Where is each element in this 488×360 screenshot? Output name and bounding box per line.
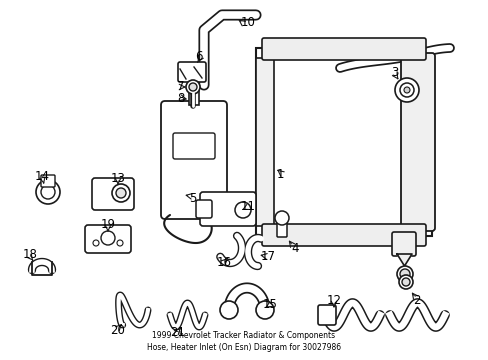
Circle shape (36, 180, 60, 204)
FancyBboxPatch shape (317, 305, 335, 325)
FancyBboxPatch shape (173, 133, 215, 159)
Text: 1999 Chevrolet Tracker Radiator & Components
Hose, Heater Inlet (On Esn) Diagram: 1999 Chevrolet Tracker Radiator & Compon… (146, 330, 340, 352)
Circle shape (116, 188, 126, 198)
FancyBboxPatch shape (256, 48, 431, 236)
FancyBboxPatch shape (391, 232, 415, 256)
Text: 19: 19 (101, 219, 115, 231)
Text: 14: 14 (35, 171, 49, 184)
FancyBboxPatch shape (92, 178, 134, 210)
Text: 13: 13 (110, 171, 125, 184)
Text: 20: 20 (110, 324, 125, 337)
Circle shape (399, 269, 409, 279)
Text: 4: 4 (291, 242, 298, 255)
Text: 18: 18 (22, 248, 38, 261)
Text: 10: 10 (240, 17, 255, 30)
FancyBboxPatch shape (178, 62, 205, 82)
Circle shape (235, 202, 250, 218)
Bar (256, 58, 273, 226)
Text: 17: 17 (260, 251, 275, 264)
FancyBboxPatch shape (41, 175, 55, 187)
Circle shape (398, 275, 412, 289)
Circle shape (185, 80, 200, 94)
Bar (189, 77, 199, 105)
Circle shape (403, 87, 409, 93)
Text: 12: 12 (326, 293, 341, 306)
Text: 7: 7 (177, 81, 184, 94)
Circle shape (274, 211, 288, 225)
Text: 6: 6 (195, 50, 203, 63)
FancyBboxPatch shape (196, 200, 212, 218)
Text: 3: 3 (390, 67, 398, 80)
Text: 8: 8 (177, 91, 184, 104)
Circle shape (101, 231, 115, 245)
FancyBboxPatch shape (262, 38, 425, 60)
FancyBboxPatch shape (161, 101, 226, 219)
Circle shape (399, 83, 413, 97)
FancyBboxPatch shape (276, 217, 286, 237)
Circle shape (256, 301, 273, 319)
Text: 2: 2 (412, 293, 420, 306)
FancyBboxPatch shape (262, 224, 425, 246)
Circle shape (401, 278, 409, 286)
Circle shape (117, 240, 123, 246)
Text: 11: 11 (240, 201, 255, 213)
Text: 16: 16 (216, 256, 231, 269)
FancyBboxPatch shape (200, 192, 256, 226)
Text: 21: 21 (170, 327, 185, 339)
Polygon shape (396, 254, 411, 266)
Text: 5: 5 (189, 192, 196, 204)
FancyBboxPatch shape (400, 53, 434, 231)
Circle shape (220, 301, 238, 319)
FancyBboxPatch shape (85, 225, 131, 253)
Circle shape (112, 184, 130, 202)
Text: 1: 1 (276, 168, 283, 181)
Circle shape (41, 185, 55, 199)
Text: 15: 15 (262, 298, 277, 311)
Circle shape (394, 78, 418, 102)
Circle shape (189, 83, 197, 91)
Circle shape (93, 240, 99, 246)
Circle shape (396, 266, 412, 282)
